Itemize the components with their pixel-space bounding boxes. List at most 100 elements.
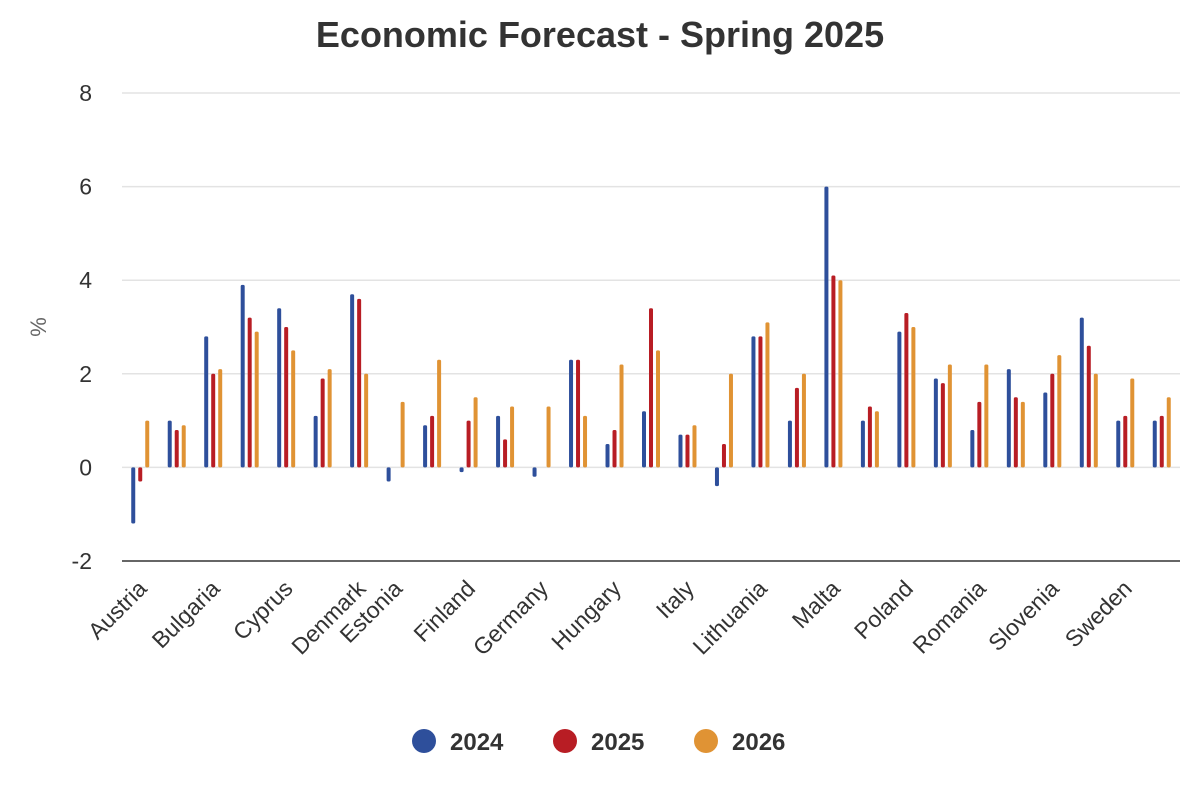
bar-2025-lithuania[interactable] — [758, 336, 763, 468]
legend-item-2026[interactable]: 2026 — [694, 729, 785, 756]
bar-2025-romania[interactable] — [977, 401, 982, 468]
bar-2025-cyprus[interactable] — [284, 327, 289, 468]
bar-2024-bulgaria[interactable] — [204, 336, 209, 468]
bar-2024-lithuania[interactable] — [751, 336, 756, 468]
bar-2025-hungary[interactable] — [612, 429, 617, 468]
bar-2024-ireland[interactable] — [642, 411, 646, 468]
bar-2026-sweden[interactable] — [1130, 378, 1135, 468]
bar-2025-spain[interactable] — [1086, 345, 1091, 468]
bar-2026-eu[interactable] — [1166, 397, 1171, 468]
legend-label: 2026 — [732, 729, 785, 756]
bar-2025-finland[interactable] — [466, 420, 471, 468]
bar-2025-portugal[interactable] — [940, 383, 945, 468]
bar-2026-austria[interactable] — [145, 420, 150, 468]
bar-2024-spain[interactable] — [1079, 317, 1084, 468]
bar-2026-lithuania[interactable] — [765, 322, 770, 468]
bar-2026-greece[interactable] — [583, 415, 588, 468]
bar-2024-czechia[interactable] — [313, 415, 318, 468]
bar-2026-cyprus[interactable] — [291, 350, 296, 468]
bar-2025-france[interactable] — [503, 439, 508, 468]
bar-2024-germany[interactable] — [532, 467, 537, 477]
bar-2025-malta[interactable] — [831, 275, 836, 468]
bar-2025-poland[interactable] — [904, 312, 909, 468]
bar-2026-slovenia[interactable] — [1057, 355, 1062, 468]
bar-2024-romania[interactable] — [970, 429, 975, 468]
bar-2024-portugal[interactable] — [933, 378, 938, 468]
bar-2025-latvia[interactable] — [721, 444, 726, 468]
legend[interactable]: 2024 2025 2026 — [412, 729, 785, 756]
bar-2025-ireland[interactable] — [649, 308, 653, 468]
bar-2025-eu[interactable] — [1159, 415, 1164, 468]
bar-2025-denmark[interactable] — [357, 298, 362, 468]
bar-2026-belgium[interactable] — [181, 425, 186, 468]
bar-2026-finland[interactable] — [473, 397, 478, 468]
bar-2026-latvia[interactable] — [728, 373, 733, 468]
x-tick-label: Slovenia — [983, 575, 1064, 656]
bar-2026-spain[interactable] — [1093, 373, 1098, 468]
bar-2025-croatia[interactable] — [247, 317, 252, 468]
bar-2026-estonia[interactable] — [400, 401, 405, 468]
bar-2024-belgium[interactable] — [167, 420, 172, 468]
bar-2025-bulgaria[interactable] — [211, 373, 216, 468]
bar-2026-slovakia[interactable] — [1020, 401, 1025, 468]
bar-2024-austria[interactable] — [131, 467, 136, 524]
x-tick-label: Lithuania — [688, 575, 773, 660]
bar-2025-netherlands[interactable] — [867, 406, 872, 468]
x-tick-label: Bulgaria — [147, 575, 225, 653]
bar-2026-italy[interactable] — [692, 425, 697, 468]
bar-2025-sweden[interactable] — [1123, 415, 1128, 468]
bar-2026-france[interactable] — [510, 406, 515, 468]
bar-2026-czechia[interactable] — [327, 369, 332, 468]
bar-2026-ireland[interactable] — [656, 350, 660, 468]
bar-2024-eu[interactable] — [1152, 420, 1157, 468]
bar-2025-euro-area[interactable] — [430, 415, 435, 468]
bar-2024-poland[interactable] — [897, 331, 902, 468]
bar-2026-euro-area[interactable] — [437, 359, 442, 468]
y-tick-label: 6 — [79, 174, 92, 200]
bar-2024-slovenia[interactable] — [1043, 392, 1048, 468]
bar-2024-croatia[interactable] — [240, 284, 245, 468]
bar-2026-croatia[interactable] — [254, 331, 259, 468]
bar-2024-latvia[interactable] — [714, 467, 719, 487]
bar-2026-luxembourg[interactable] — [801, 373, 806, 468]
bar-2024-slovakia[interactable] — [1006, 369, 1011, 468]
bar-2024-italy[interactable] — [678, 434, 683, 468]
bar-2024-greece[interactable] — [569, 359, 574, 468]
bar-2024-netherlands[interactable] — [860, 420, 865, 468]
bar-2025-czechia[interactable] — [320, 378, 325, 468]
bar-2026-denmark[interactable] — [364, 373, 369, 468]
chart-title: Economic Forecast - Spring 2025 — [315, 14, 885, 55]
bar-2026-germany[interactable] — [546, 406, 551, 468]
bar-2024-hungary[interactable] — [605, 444, 610, 468]
legend-label: 2025 — [591, 729, 644, 756]
bar-2024-sweden[interactable] — [1116, 420, 1121, 468]
bar-2026-hungary[interactable] — [619, 364, 624, 468]
bar-2024-estonia[interactable] — [386, 467, 391, 482]
bar-2026-bulgaria[interactable] — [218, 369, 223, 468]
bar-2025-luxembourg[interactable] — [794, 387, 799, 468]
bar-2024-cyprus[interactable] — [277, 308, 282, 468]
bar-2024-luxembourg[interactable] — [787, 420, 792, 468]
x-tick-label: Austria — [83, 575, 152, 644]
x-tick-label: Sweden — [1060, 575, 1137, 652]
bar-2025-slovenia[interactable] — [1050, 373, 1055, 468]
bar-2025-slovakia[interactable] — [1013, 397, 1018, 468]
bar-2026-portugal[interactable] — [947, 364, 952, 468]
legend-marker — [553, 729, 577, 753]
bar-2024-finland[interactable] — [459, 467, 464, 473]
bar-2025-italy[interactable] — [685, 434, 690, 468]
legend-item-2025[interactable]: 2025 — [553, 729, 644, 756]
bar-2025-belgium[interactable] — [174, 429, 179, 468]
bar-2024-euro-area[interactable] — [423, 425, 428, 468]
bar-2026-poland[interactable] — [911, 327, 916, 468]
bar-2026-netherlands[interactable] — [874, 411, 879, 468]
bar-2025-austria[interactable] — [138, 467, 143, 482]
bar-2024-malta[interactable] — [824, 186, 829, 468]
legend-item-2024[interactable]: 2024 — [412, 729, 504, 756]
bar-2024-france[interactable] — [496, 415, 501, 468]
bar-2024-denmark[interactable] — [350, 294, 355, 468]
bar-2026-romania[interactable] — [984, 364, 989, 468]
bar-2025-greece[interactable] — [576, 359, 581, 468]
bar-2026-malta[interactable] — [838, 280, 843, 468]
